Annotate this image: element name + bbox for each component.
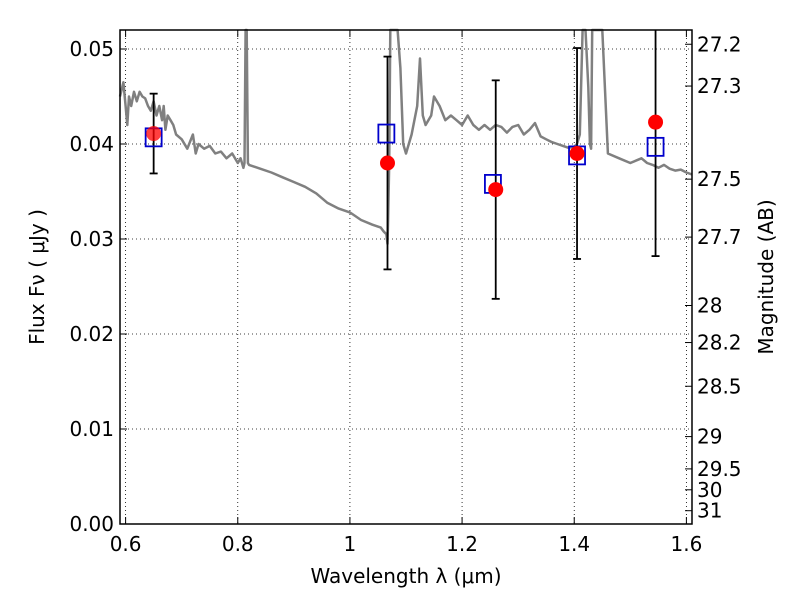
observed-point: [488, 182, 504, 198]
ticks-layer: 0.6 0.8 1 1.2 1.4 1.6 0.00 0.01 0.02 0.03 0.04 0.05…: [69, 30, 742, 556]
y2-tick-label: 27.7: [697, 225, 742, 249]
observed-point: [146, 126, 162, 142]
x-tick-label: 1: [344, 532, 357, 556]
spectrum-layer: [118, 28, 693, 246]
y2-tick-label: 27.5: [697, 167, 742, 191]
model-square: [646, 136, 665, 157]
y-tick-label: 0.00: [69, 512, 114, 536]
model-square: [377, 123, 396, 144]
x-tick-label: 0.6: [110, 532, 142, 556]
y2-tick-label: 31: [697, 499, 722, 523]
y2-tick-label: 29: [697, 425, 722, 449]
y2-tick-label: 30: [697, 478, 722, 502]
y2-tick-label: 27.2: [697, 32, 742, 56]
spectrum-line: [118, 28, 693, 246]
x-tick-label: 1.2: [446, 532, 478, 556]
plot-frame: [119, 29, 693, 525]
x-tick-label: 1.6: [670, 532, 702, 556]
y-tick-label: 0.03: [69, 227, 114, 251]
x-tick-label: 1.4: [558, 532, 590, 556]
y2-tick-label: 28.2: [697, 331, 742, 355]
y-tick-label: 0.04: [69, 132, 114, 156]
y-tick-label: 0.01: [69, 417, 114, 441]
y2-tick-label: 27.3: [697, 74, 742, 98]
y2-tick-label: 28: [697, 294, 722, 318]
y-axis-title: Flux Fν ( μJy ): [25, 209, 49, 345]
x-axis-title: Wavelength λ (μm): [310, 564, 501, 588]
y2-axis-title: Magnitude (AB): [754, 199, 778, 354]
observed-point: [379, 155, 395, 171]
observed-point: [648, 114, 664, 130]
observed-point: [569, 146, 585, 161]
y-tick-label: 0.02: [69, 322, 114, 346]
y2-tick-label: 29.5: [697, 457, 742, 481]
x-tick-label: 0.8: [222, 532, 254, 556]
y-tick-label: 0.05: [69, 37, 114, 61]
points-layer: [144, 30, 665, 300]
y2-tick-label: 28.5: [697, 374, 742, 398]
